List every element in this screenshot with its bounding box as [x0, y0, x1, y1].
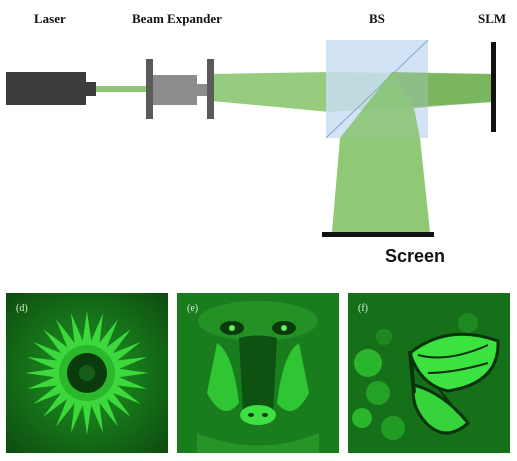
beam-expander-nozzle — [197, 84, 207, 96]
laser-beam — [96, 86, 148, 92]
slm-plate — [491, 42, 496, 132]
laser-body — [6, 72, 86, 105]
laser-nozzle — [86, 82, 96, 96]
optical-setup-diagram — [0, 0, 517, 270]
panel-f-butterfly: (f) — [348, 293, 510, 453]
panel-d-flower: (d) — [6, 293, 168, 453]
beam-expander-lens-right — [207, 59, 214, 119]
panel-f-letter: (f) — [358, 303, 368, 314]
expanded-beam — [212, 72, 330, 112]
beam-expander-lens-left — [146, 59, 153, 119]
panel-e-mandrill: (e) — [177, 293, 339, 453]
beam-expander-body — [153, 75, 197, 105]
panel-e-letter: (e) — [187, 303, 198, 314]
beam-to-screen — [332, 138, 430, 232]
screen-plate — [322, 232, 434, 237]
panel-d-letter: (d) — [16, 303, 28, 314]
